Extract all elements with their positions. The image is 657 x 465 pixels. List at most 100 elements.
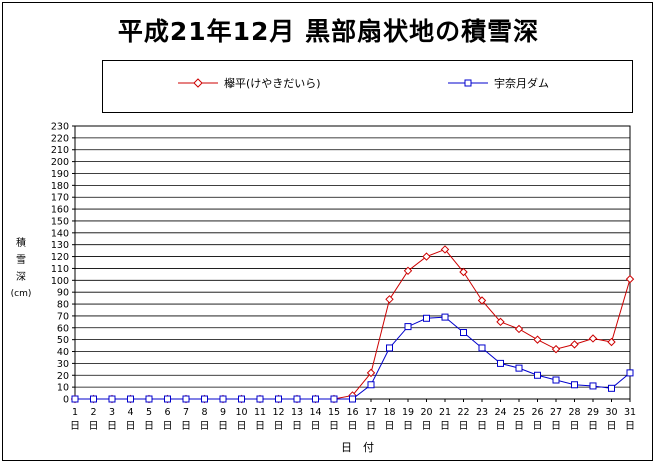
x-tick-label: 14 xyxy=(309,407,321,418)
x-tick-unit: 日 xyxy=(422,421,432,432)
data-point-0 xyxy=(459,267,468,277)
data-point-0 xyxy=(403,266,413,276)
x-tick-label: 3 xyxy=(109,407,115,418)
series-line-0 xyxy=(75,248,631,400)
data-point-1 xyxy=(219,395,227,403)
data-point-0 xyxy=(607,337,616,347)
data-point-1 xyxy=(275,395,282,403)
x-tick-unit: 日 xyxy=(70,421,80,432)
x-tick-label: 16 xyxy=(346,407,358,418)
y-tick-label: 40 xyxy=(57,347,69,358)
data-point-1 xyxy=(256,395,264,403)
x-tick-unit: 日 xyxy=(403,421,413,432)
y-tick-label: 140 xyxy=(51,228,69,239)
x-tick-label: 19 xyxy=(402,407,414,418)
data-point-0 xyxy=(422,252,431,261)
data-point-1 xyxy=(90,395,97,403)
x-tick-label: 22 xyxy=(457,407,469,418)
x-tick-label: 29 xyxy=(587,407,599,418)
y-tick-label: 10 xyxy=(57,383,69,394)
legend-marker-keyakidaira xyxy=(178,78,218,88)
x-tick-unit: 日 xyxy=(366,421,376,432)
x-tick-unit: 日 xyxy=(292,421,302,432)
x-tick-unit: 日 xyxy=(163,421,173,432)
x-tick-label: 2 xyxy=(90,407,96,418)
x-tick-label: 10 xyxy=(235,407,247,418)
y-tick-label: 220 xyxy=(51,133,69,144)
data-point-1 xyxy=(164,395,171,403)
x-tick-unit: 日 xyxy=(551,421,561,432)
data-point-0 xyxy=(551,344,561,354)
x-tick-unit: 日 xyxy=(255,421,265,432)
x-tick-unit: 日 xyxy=(126,421,136,432)
data-point-1 xyxy=(441,313,449,321)
y-axis-label: 雪 xyxy=(16,254,26,266)
x-tick-unit: 日 xyxy=(588,421,598,432)
data-point-1 xyxy=(127,395,134,403)
y-tick-label: 100 xyxy=(51,276,69,287)
x-tick-label: 8 xyxy=(201,407,207,418)
x-tick-unit: 日 xyxy=(385,421,395,432)
x-tick-unit: 日 xyxy=(514,421,524,432)
data-point-0 xyxy=(514,324,524,334)
data-point-0 xyxy=(366,368,376,378)
y-tick-label: 150 xyxy=(51,216,69,227)
data-point-1 xyxy=(367,381,375,389)
data-point-1 xyxy=(182,395,190,403)
x-tick-label: 15 xyxy=(328,407,340,418)
data-point-1 xyxy=(552,376,560,384)
y-tick-label: 60 xyxy=(57,323,69,334)
data-point-1 xyxy=(386,344,393,352)
x-tick-label: 18 xyxy=(383,407,395,418)
data-point-1 xyxy=(534,371,541,379)
x-tick-unit: 日 xyxy=(459,421,469,432)
y-tick-label: 80 xyxy=(57,300,69,311)
data-point-1 xyxy=(145,395,153,403)
data-point-0 xyxy=(496,317,505,327)
y-tick-label: 120 xyxy=(51,252,69,263)
x-tick-unit: 日 xyxy=(570,421,580,432)
data-point-1 xyxy=(201,395,208,403)
x-tick-label: 28 xyxy=(568,407,580,418)
x-tick-unit: 日 xyxy=(607,421,617,432)
x-tick-label: 11 xyxy=(254,407,266,418)
data-point-1 xyxy=(108,395,116,403)
data-point-1 xyxy=(71,395,79,403)
x-tick-unit: 日 xyxy=(496,421,506,432)
data-point-1 xyxy=(423,314,430,322)
plot-area xyxy=(74,125,631,400)
data-point-0 xyxy=(477,296,487,305)
y-axis-label: 深 xyxy=(16,271,26,283)
x-tick-label: 30 xyxy=(605,407,617,418)
x-tick-label: 24 xyxy=(494,407,506,418)
data-point-1 xyxy=(349,395,356,403)
x-tick-unit: 日 xyxy=(348,421,358,432)
x-axis-label: 日 付 xyxy=(341,441,374,454)
y-tick-label: 170 xyxy=(51,193,69,204)
y-tick-label: 90 xyxy=(57,288,69,299)
data-point-1 xyxy=(515,364,523,372)
data-point-1 xyxy=(330,395,338,403)
x-tick-label: 27 xyxy=(550,407,562,418)
x-tick-unit: 日 xyxy=(440,421,450,432)
x-tick-unit: 日 xyxy=(181,421,191,432)
data-point-0 xyxy=(588,334,598,343)
x-tick-label: 13 xyxy=(291,407,303,418)
chart-frame xyxy=(2,2,653,461)
y-tick-label: 130 xyxy=(51,240,69,251)
y-tick-label: 30 xyxy=(57,359,69,370)
series-line-1 xyxy=(75,316,631,400)
legend: 欅平(けやきだいら) 宇奈月ダム xyxy=(102,60,633,113)
x-tick-unit: 日 xyxy=(89,421,99,432)
data-point-1 xyxy=(293,395,301,403)
data-point-1 xyxy=(626,369,634,377)
x-tick-label: 21 xyxy=(439,407,451,418)
data-point-1 xyxy=(478,344,486,352)
x-tick-unit: 日 xyxy=(144,421,154,432)
data-point-0 xyxy=(440,245,450,254)
x-tick-unit: 日 xyxy=(218,421,228,432)
x-tick-unit: 日 xyxy=(477,421,487,432)
legend-marker-unazuki-dam xyxy=(448,79,488,87)
data-point-1 xyxy=(608,384,615,392)
